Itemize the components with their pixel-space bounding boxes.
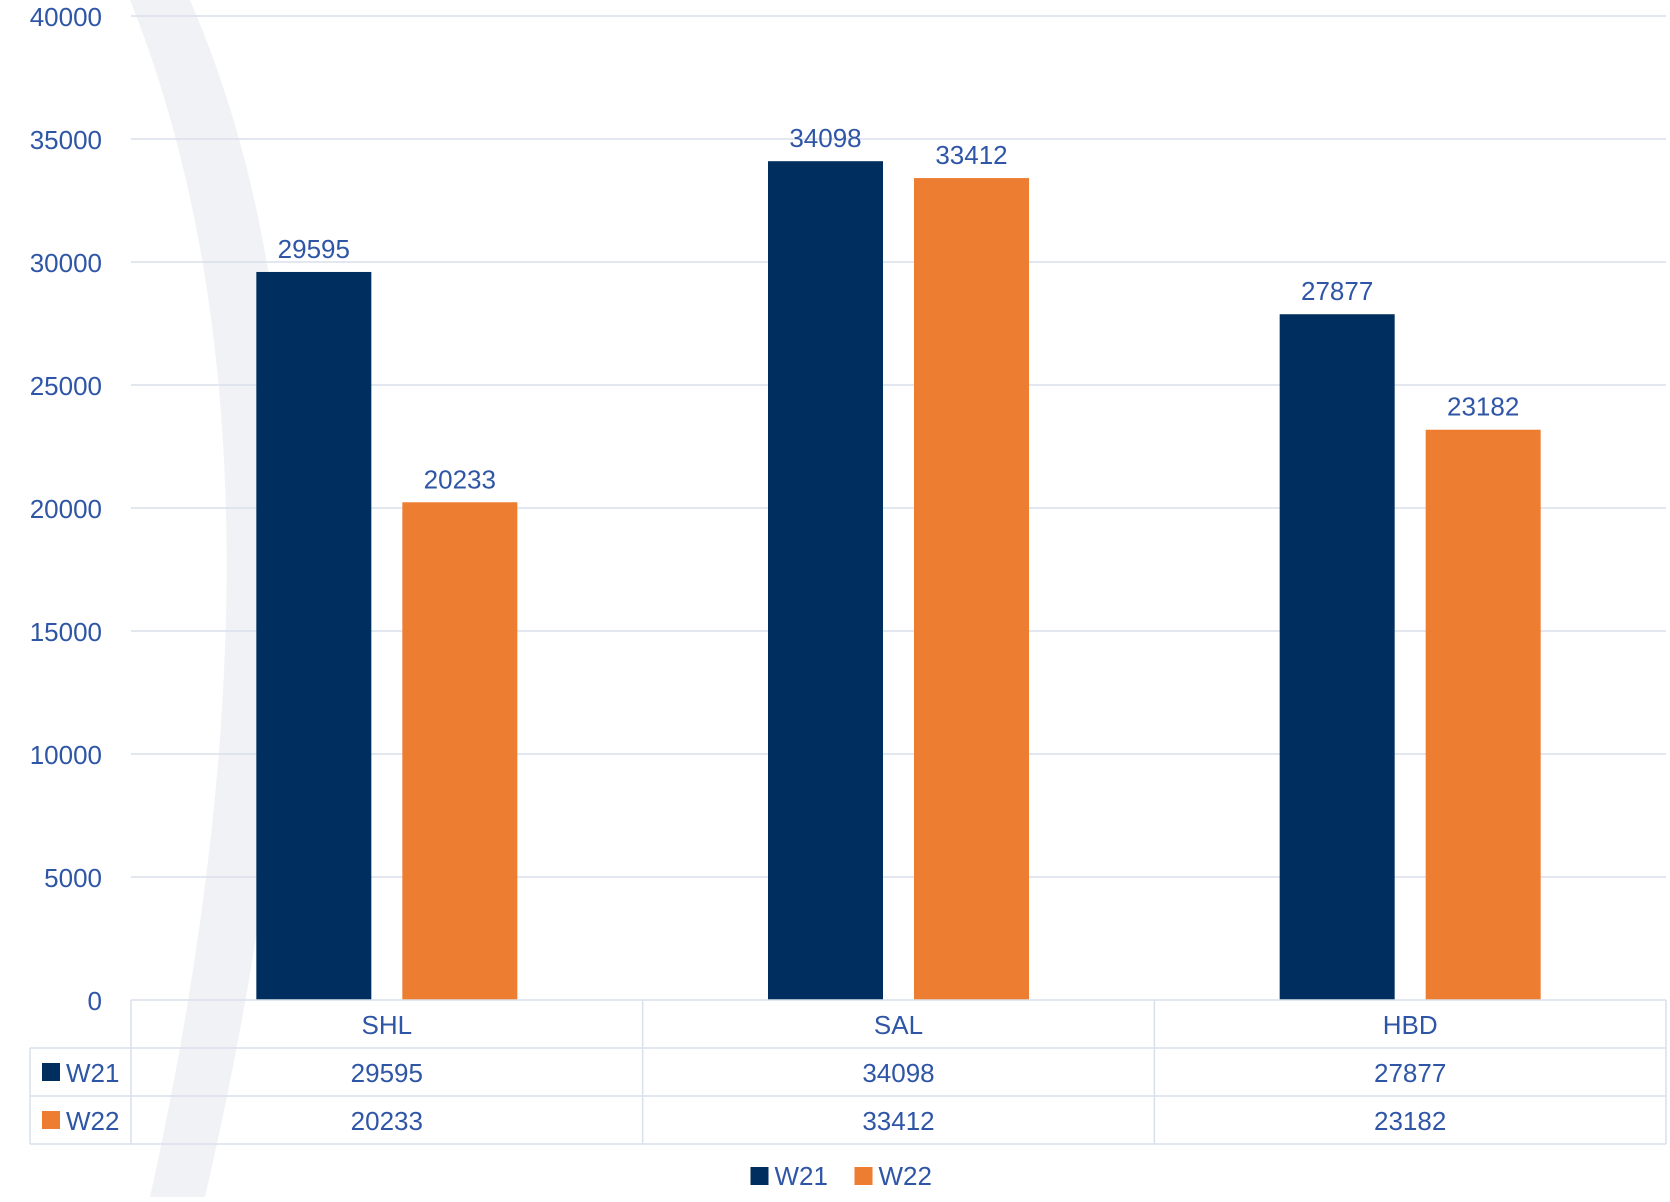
- table-legend-key: [42, 1111, 60, 1129]
- y-tick-label: 15000: [30, 617, 102, 647]
- y-tick-label: 25000: [30, 371, 102, 401]
- y-tick-label: 35000: [30, 125, 102, 155]
- table-value: 27877: [1374, 1058, 1446, 1088]
- bar: [402, 502, 518, 1000]
- table-series-name: W21: [66, 1058, 119, 1088]
- y-axis-tick-labels: 0 5000 10000 15000 20000 25000 30000 35000 40000: [30, 2, 102, 1016]
- legend-key: [750, 1167, 769, 1185]
- y-tick-label: 10000: [30, 740, 102, 770]
- bar-value-label: 29595: [278, 234, 350, 264]
- legend-label: W21: [775, 1161, 828, 1191]
- table-category-label: HBD: [1383, 1010, 1438, 1040]
- bars: [256, 161, 1541, 1001]
- bar: [914, 178, 1029, 1000]
- y-tick-label: 40000: [30, 2, 102, 32]
- table-value: 20233: [351, 1106, 423, 1136]
- table-value: 34098: [862, 1058, 934, 1088]
- table-value: 29595: [351, 1058, 423, 1088]
- gridlines: [131, 15, 1666, 878]
- table-series-name: W22: [66, 1106, 119, 1136]
- table-category-label: SHL: [362, 1010, 413, 1040]
- bar-value-label: 34098: [789, 123, 861, 153]
- y-tick-label: 20000: [30, 494, 102, 524]
- legend-key: [854, 1167, 873, 1185]
- table-value: 33412: [862, 1106, 934, 1136]
- bar: [256, 271, 372, 1000]
- legend-label: W22: [879, 1161, 932, 1191]
- y-tick-label: 0: [88, 986, 102, 1016]
- bar: [1279, 314, 1395, 1000]
- legend: W21 W22: [750, 1161, 932, 1191]
- y-tick-label: 5000: [44, 863, 102, 893]
- bar-value-label: 23182: [1447, 392, 1519, 422]
- data-table: SHL SAL HBD W21 29595 34098 27877 W22 20233 33412…: [29, 999, 1667, 1145]
- table-category-label: SAL: [874, 1010, 923, 1040]
- table-value: 23182: [1374, 1106, 1446, 1136]
- bar-value-label: 33412: [935, 140, 1007, 170]
- data-labels: 29595 20233 34098 33412 27877 23182: [278, 123, 1520, 494]
- background-swoosh: [130, 0, 290, 1197]
- table-legend-key: [42, 1063, 60, 1081]
- bar: [768, 161, 883, 1000]
- bar-value-label: 27877: [1301, 276, 1373, 306]
- bar-value-label: 20233: [424, 464, 496, 494]
- y-tick-label: 30000: [30, 248, 102, 278]
- bar: [1425, 429, 1541, 1001]
